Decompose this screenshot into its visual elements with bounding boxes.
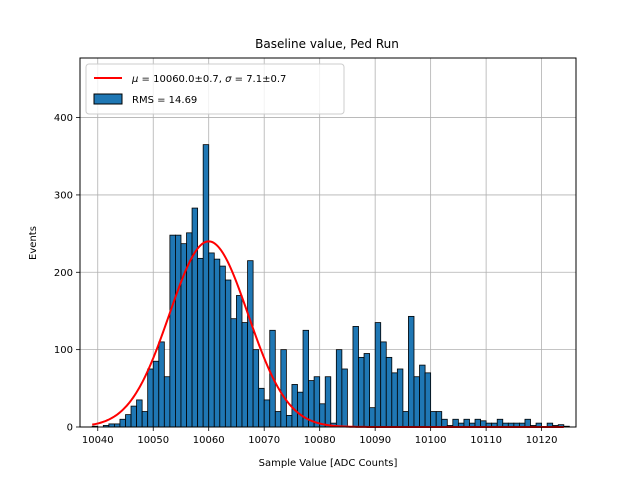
histogram-bar	[169, 234, 176, 428]
histogram-bar	[158, 341, 165, 428]
plot-frame	[79, 57, 577, 428]
histogram-bar	[385, 356, 393, 428]
legend-box	[85, 63, 345, 115]
y-axis-label: Events	[28, 226, 39, 260]
histogram-bar	[374, 322, 382, 428]
histogram-bar	[141, 411, 149, 428]
histogram-bar	[302, 329, 309, 428]
histogram-bar	[380, 341, 387, 428]
histogram-bar	[285, 414, 293, 428]
histogram-bar	[219, 265, 226, 428]
histogram-bar	[335, 349, 343, 428]
histogram-bar	[175, 234, 182, 428]
legend-hist-label: RMS = 14.69	[132, 95, 197, 106]
histogram-bar	[424, 372, 432, 428]
histogram-bar	[452, 418, 459, 428]
y-tick-label: 200	[54, 268, 73, 279]
legend-hist-swatch	[93, 93, 123, 105]
histogram-bar	[396, 368, 404, 428]
x-tick-label: 10050	[137, 435, 169, 446]
histogram-bar	[435, 411, 443, 428]
x-axis-label: Sample Value [ADC Counts]	[259, 458, 398, 469]
histogram-bar	[197, 257, 204, 428]
histogram-bar	[291, 384, 298, 428]
x-tick-label: 10080	[304, 435, 336, 446]
histogram-bar	[202, 144, 210, 428]
histogram-bar	[224, 279, 232, 428]
histogram-bar	[274, 411, 282, 428]
x-tick-label: 10060	[193, 435, 225, 446]
y-axis-ticks: 0 100 200 300 400	[54, 113, 80, 434]
y-tick-label: 0	[67, 423, 73, 434]
histogram-bar	[191, 207, 199, 428]
histogram-bar	[430, 411, 437, 428]
histogram-bar	[369, 407, 376, 428]
y-tick-label: 400	[54, 113, 73, 124]
histogram-bar	[263, 399, 271, 428]
histogram-bar	[324, 376, 332, 428]
histogram-bar	[163, 376, 171, 428]
histogram-bar	[363, 353, 371, 428]
x-axis-ticks: 10040 10050 10060 10070 10080 10090 10100 10110…	[82, 427, 558, 446]
histogram-bar	[241, 322, 248, 428]
x-tick-label: 10070	[248, 435, 280, 446]
histogram-bar	[130, 405, 137, 428]
histogram-bar	[313, 376, 321, 428]
x-tick-label: 10090	[359, 435, 391, 446]
legend: μ = 10060.0±0.7, σ = 7.1±0.7 RMS = 14.69	[85, 63, 345, 115]
histogram-bar	[125, 414, 132, 428]
legend-fit-label: μ = 10060.0±0.7, σ = 7.1±0.7	[131, 74, 286, 85]
y-tick-label: 100	[54, 345, 73, 356]
histogram-bar	[297, 391, 304, 428]
histogram-bars	[91, 144, 570, 428]
histogram-bar	[402, 411, 409, 428]
histogram-bar	[496, 418, 504, 428]
histogram-bar	[524, 418, 531, 428]
histogram-bar	[247, 260, 254, 428]
y-tick-label: 300	[54, 190, 73, 201]
histogram-bar	[463, 418, 470, 428]
histogram-bar	[208, 252, 215, 428]
x-tick-label: 10040	[82, 435, 114, 446]
histogram-bar	[136, 399, 143, 428]
histogram-bar	[341, 368, 348, 428]
histogram-bar	[352, 326, 359, 428]
x-tick-label: 10120	[526, 435, 558, 446]
histogram-bar	[413, 376, 420, 428]
histogram-bar	[252, 349, 260, 428]
histogram-bar	[441, 418, 448, 428]
histogram-bar	[147, 368, 154, 428]
histogram-bar	[236, 295, 243, 428]
histogram-bar	[213, 258, 221, 428]
histogram-bar	[474, 418, 481, 428]
histogram-bar	[408, 315, 415, 428]
x-tick-label: 10100	[415, 435, 447, 446]
x-tick-label: 10110	[470, 435, 502, 446]
histogram-bar	[119, 418, 126, 428]
histogram-bar	[230, 318, 237, 428]
histogram-bar	[258, 387, 265, 428]
histogram-bar	[391, 372, 398, 428]
histogram-bar	[419, 364, 426, 428]
histogram-bar	[358, 356, 365, 428]
chart-title: Baseline value, Ped Run	[255, 37, 399, 51]
histogram-bar	[280, 349, 287, 428]
histogram-bar	[152, 360, 160, 428]
